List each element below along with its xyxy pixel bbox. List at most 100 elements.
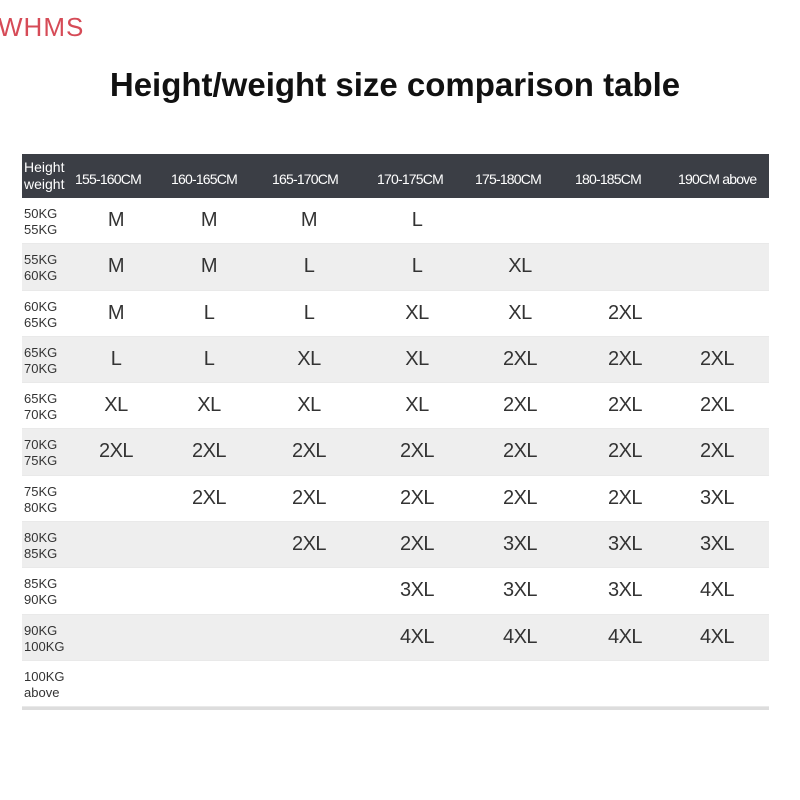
weight-line: 100KG xyxy=(24,668,65,684)
size-cell: M xyxy=(300,209,318,231)
size-cell: 2XL xyxy=(699,440,735,463)
size-cell: 2XL xyxy=(502,394,538,417)
size-cell: 2XL xyxy=(191,486,227,509)
weight-line: 50KG xyxy=(24,206,58,221)
size-cell: 2XL xyxy=(502,440,538,463)
weight-line: 80KG xyxy=(24,499,58,515)
size-cell: L xyxy=(110,347,122,370)
size-cell: XL xyxy=(297,394,321,417)
weight-label: 70KG 75KG xyxy=(24,437,57,469)
size-cell: 2XL xyxy=(291,440,327,463)
weight-line: 65KG xyxy=(24,391,58,407)
weight-label: 80KG 85KG xyxy=(24,530,57,562)
weight-line: 70KG xyxy=(24,407,58,423)
size-cell: XL xyxy=(104,394,128,417)
size-cell: L xyxy=(411,209,423,231)
weight-line: 80KG xyxy=(24,530,58,546)
header-height-0: 155-160CM xyxy=(75,171,142,187)
size-cell: 2XL xyxy=(399,486,435,509)
size-cell: 2XL xyxy=(291,533,327,556)
table-header: Height weight 155-160CM 160-165CM 165-170C… xyxy=(22,154,769,198)
weight-label: 60KG 65KG xyxy=(24,299,57,331)
size-cell: 2XL xyxy=(607,347,643,370)
size-cell: 2XL xyxy=(191,440,227,463)
header-height-4: 175-180CM xyxy=(475,171,542,187)
size-cell: 4XL xyxy=(699,579,735,602)
brand-logo: WHMS xyxy=(0,12,85,42)
size-cell: 2XL xyxy=(607,440,643,463)
size-cell: L xyxy=(303,301,315,324)
weight-line: 55KG xyxy=(24,222,58,237)
size-cell: M xyxy=(107,209,125,231)
table-row: 75KG 80KG 2XL 2XL 2XL 2XL 2XL 3XL xyxy=(22,476,769,523)
size-cell: L xyxy=(203,301,215,324)
table-row: 50KG 55KG M M M L xyxy=(22,198,769,245)
header-height-1: 160-165CM xyxy=(171,171,238,187)
table-row: 60KG 65KG M L L XL XL 2XL xyxy=(22,291,769,337)
size-cell: XL xyxy=(197,394,221,417)
size-cell: 2XL xyxy=(399,533,435,556)
page-title: Height/weight size comparison table xyxy=(109,66,681,103)
size-cell: 2XL xyxy=(607,486,643,509)
weight-label: 100KG above xyxy=(24,669,64,701)
size-cell: 4XL xyxy=(607,625,643,648)
weight-line: 55KG xyxy=(24,252,58,268)
header-height-2: 165-170CM xyxy=(272,171,339,187)
size-cell: 2XL xyxy=(291,486,327,509)
table-row: 90KG 100KG 4XL 4XL 4XL 4XL xyxy=(22,614,769,661)
weight-label: 65KG 70KG xyxy=(24,391,57,423)
weight-line: 60KG xyxy=(24,268,58,284)
size-cell: M xyxy=(107,301,125,324)
size-cell: 4XL xyxy=(502,625,538,648)
size-cell: 3XL xyxy=(607,579,643,602)
size-cell: XL xyxy=(405,347,429,370)
size-cell: 2XL xyxy=(607,301,643,324)
weight-label: 75KG 80KG xyxy=(24,484,57,516)
size-cell: 2XL xyxy=(399,440,435,463)
header-height-5: 180-185CM xyxy=(575,171,642,187)
size-cell: 2XL xyxy=(699,394,735,417)
table-row: 80KG 85KG 2XL 2XL 3XL 3XL 3XL xyxy=(22,522,769,569)
size-cell: L xyxy=(203,347,215,370)
weight-line: 90KG xyxy=(24,622,58,638)
weight-line: 90KG xyxy=(24,592,58,608)
size-table: Height weight 155-160CM 160-165CM 165-170C… xyxy=(22,154,769,711)
weight-line: 60KG xyxy=(24,298,58,314)
size-cell: 3XL xyxy=(399,579,435,602)
weight-line: 85KG xyxy=(24,546,58,562)
weight-label: 65KG 70KG xyxy=(24,345,57,377)
weight-line: 100KG xyxy=(24,638,65,654)
size-cell: M xyxy=(200,255,218,278)
table-row: 70KG 75KG 2XL 2XL 2XL 2XL 2XL 2XL 2XL xyxy=(22,429,769,476)
size-cell: M xyxy=(107,255,125,278)
size-cell: 4XL xyxy=(699,625,735,648)
weight-line: 70KG xyxy=(24,360,58,376)
table-row: 65KG 70KG XL XL XL XL 2XL 2XL 2XL xyxy=(22,383,769,430)
weight-line: 75KG xyxy=(24,453,58,469)
weight-line: 65KG xyxy=(24,314,58,330)
size-cell: XL xyxy=(508,255,532,278)
table-row: 85KG 90KG 3XL 3XL 3XL 4XL xyxy=(22,568,769,615)
size-cell: 2XL xyxy=(699,347,735,370)
size-cell: 3XL xyxy=(502,579,538,602)
header-height-6: 190CM above xyxy=(678,171,757,187)
table-row: 55KG 60KG M M L L XL xyxy=(22,244,769,291)
weight-line: above xyxy=(24,684,60,700)
header-height-3: 170-175CM xyxy=(377,171,444,187)
size-cell: 2XL xyxy=(98,440,134,463)
size-cell: 2XL xyxy=(607,394,643,417)
weight-label: 50KG 55KG xyxy=(24,206,57,238)
size-cell: XL xyxy=(405,394,429,417)
weight-label: 90KG 100KG xyxy=(24,623,64,655)
weight-line: 85KG xyxy=(24,576,58,592)
size-cell: M xyxy=(200,209,218,231)
weight-label: 85KG 90KG xyxy=(24,576,57,608)
size-cell: L xyxy=(411,255,423,278)
header-height-label: Height xyxy=(24,159,65,175)
weight-line: 70KG xyxy=(24,437,58,453)
header-corner: Height weight xyxy=(24,159,64,193)
table-row: 100KG above xyxy=(22,661,769,708)
size-cell: 3XL xyxy=(699,486,735,509)
size-cell: 3XL xyxy=(699,533,735,556)
header-weight-label: weight xyxy=(24,176,65,192)
